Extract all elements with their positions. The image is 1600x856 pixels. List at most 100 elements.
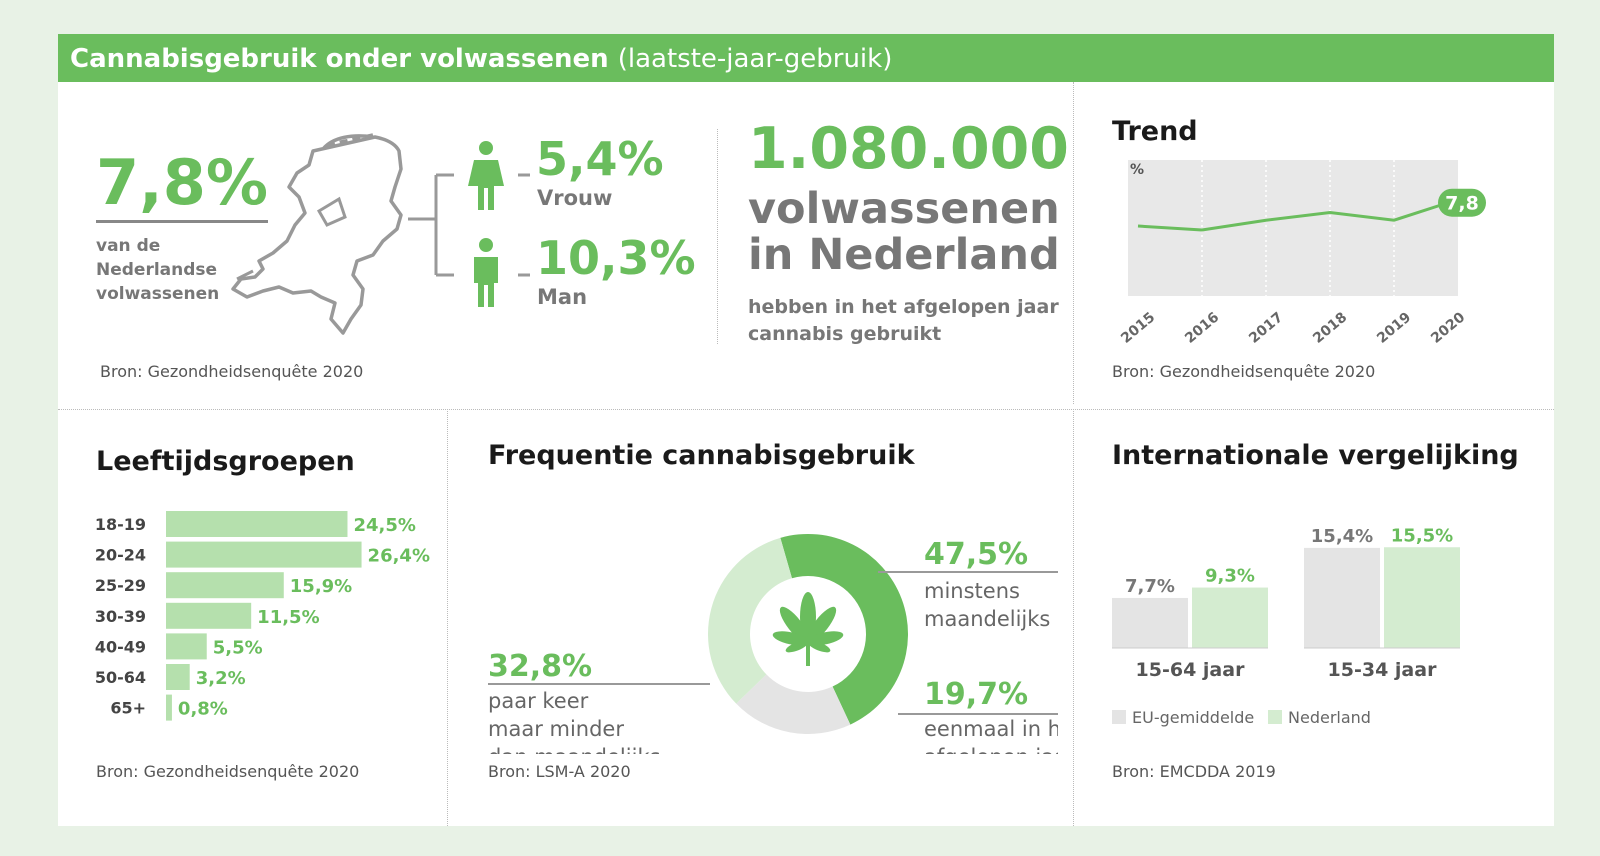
data-label: 15,9%: [290, 576, 352, 597]
headline-sub2: cannabis gebruikt: [748, 323, 942, 345]
data-label: 5,5%: [213, 637, 263, 658]
x-tick-label: 2016: [1182, 309, 1222, 346]
age-source: Bron: Gezondheidsenquête 2020: [96, 762, 360, 781]
bar: [166, 602, 252, 629]
bar: [166, 633, 207, 660]
donut-slice: [780, 534, 908, 725]
y-axis-label: %: [1130, 162, 1144, 178]
title-subtitle: (laatste-jaar-gebruik): [617, 44, 893, 74]
bar: [166, 511, 348, 537]
netherlands-map-icon: [231, 133, 403, 335]
age-chart: 18-19 24,5% 20-24 26,4% 25-29 15,9% 30-39 11,5%…: [95, 511, 430, 721]
donut-slice: [708, 537, 792, 704]
category-label: 25-29: [95, 576, 146, 595]
category-label: 65+: [110, 699, 146, 718]
x-tick-label: 2019: [1374, 309, 1414, 346]
international-title: Internationale vergelijking: [1112, 440, 1519, 471]
total-label-line: volwassenen: [96, 284, 220, 304]
frequency-title: Frequentie cannabisgebruik: [488, 440, 915, 471]
category-label: 30-39: [95, 607, 146, 626]
x-tick-label: 2017: [1246, 309, 1286, 346]
trend-line: [1137, 201, 1449, 232]
data-label: 15,4%: [1311, 526, 1373, 547]
slice-label: maar minder: [488, 717, 624, 741]
bar: [166, 664, 190, 690]
slice-label: afgelopen jaar: [924, 745, 1058, 754]
data-label: 7,8: [1445, 193, 1479, 215]
age-title: Leeftijdsgroepen: [96, 446, 355, 477]
overview-source: Bron: Gezondheidsenquête 2020: [100, 362, 364, 381]
x-tick-label: 2020: [1428, 309, 1468, 346]
divider: [447, 411, 448, 826]
data-label: 7,7%: [1125, 576, 1175, 597]
gender-bracket: [408, 173, 530, 277]
data-label: 32,8%: [488, 649, 592, 684]
bar: [166, 572, 284, 599]
slice-label: eenmaal in het: [924, 717, 1058, 741]
trend-chart: % 2015 2016 2017 2018 2019 2020 7,8: [1118, 160, 1486, 347]
data-label: 15,5%: [1391, 525, 1453, 546]
total-percentage: 7,8%: [96, 146, 268, 219]
data-label: 19,7%: [924, 677, 1028, 712]
total-label-line: van de: [96, 236, 161, 256]
category-label: 20-24: [95, 546, 146, 565]
slice-label: minstens: [924, 579, 1020, 603]
total-label-line: Nederlandse: [96, 260, 218, 280]
data-label: 3,2%: [196, 668, 246, 689]
data-label: 26,4%: [368, 546, 430, 567]
legend-label: Nederland: [1288, 708, 1371, 727]
underline: [96, 220, 268, 223]
donut-slice: [736, 674, 851, 734]
slice-label: maandelijks: [924, 607, 1050, 631]
divider: [717, 129, 718, 344]
frequency-chart: 47,5% minstens maandelijks 19,7% eenmaal in …: [488, 534, 1058, 754]
men-label: Man: [537, 285, 588, 309]
slice-label: paar keer: [488, 689, 589, 713]
men-percentage: 10,3%: [536, 231, 696, 285]
cannabis-leaf-icon: [772, 592, 844, 666]
headline-sub1: hebben in het afgelopen jaar: [748, 296, 1059, 318]
frequency-source: Bron: LSM-A 2020: [488, 762, 631, 781]
title-banner: Cannabisgebruik onder volwassenen (laats…: [58, 34, 1554, 82]
headline-number: 1.080.000: [748, 116, 1069, 182]
man-icon: [474, 238, 498, 307]
value-badge: [1438, 188, 1486, 217]
category-label: 40-49: [95, 637, 146, 656]
legend-swatch: [1112, 710, 1126, 724]
divider: [1073, 82, 1074, 404]
category-label: 50-64: [95, 668, 146, 687]
infographic-card: Cannabisgebruik onder volwassenen (laats…: [58, 34, 1554, 826]
legend-swatch: [1268, 710, 1282, 724]
women-label: Vrouw: [537, 186, 613, 210]
x-tick-label: 2015: [1118, 309, 1158, 346]
legend-label: EU-gemiddelde: [1132, 708, 1254, 727]
divider: [58, 409, 1554, 410]
bar: [1112, 597, 1188, 648]
bar: [1192, 587, 1268, 648]
page-title: Cannabisgebruik onder volwassenen (laats…: [70, 44, 892, 74]
woman-icon: [468, 141, 504, 210]
slice-label: dan maandelijks: [488, 745, 661, 754]
data-label: 0,8%: [178, 699, 228, 720]
data-label: 24,5%: [353, 515, 415, 536]
data-label: 11,5%: [257, 607, 319, 628]
category-label: 18-19: [95, 515, 146, 534]
category-label: 15-34 jaar: [1328, 659, 1438, 681]
women-percentage: 5,4%: [536, 132, 664, 186]
divider: [1073, 411, 1074, 826]
international-chart: 7,7% 9,3% 15-64 jaar 15,4% 15,5% 15-34 jaar EU…: [1112, 525, 1460, 727]
category-label: 15-64 jaar: [1136, 659, 1246, 681]
total-label: van de Nederlandse volwassenen: [96, 234, 219, 306]
title-bold: Cannabisgebruik onder volwassenen: [70, 44, 609, 74]
bar: [1304, 547, 1380, 648]
bar: [166, 541, 362, 568]
bar: [1384, 547, 1460, 648]
international-source: Bron: EMCDDA 2019: [1112, 762, 1276, 781]
bar: [166, 694, 172, 721]
data-label: 47,5%: [924, 537, 1028, 572]
headline-line1: volwassenen: [748, 184, 1060, 234]
data-label: 9,3%: [1205, 566, 1255, 587]
headline-line2: in Nederland: [748, 230, 1060, 280]
x-tick-label: 2018: [1310, 309, 1350, 346]
trend-title: Trend: [1112, 116, 1198, 147]
